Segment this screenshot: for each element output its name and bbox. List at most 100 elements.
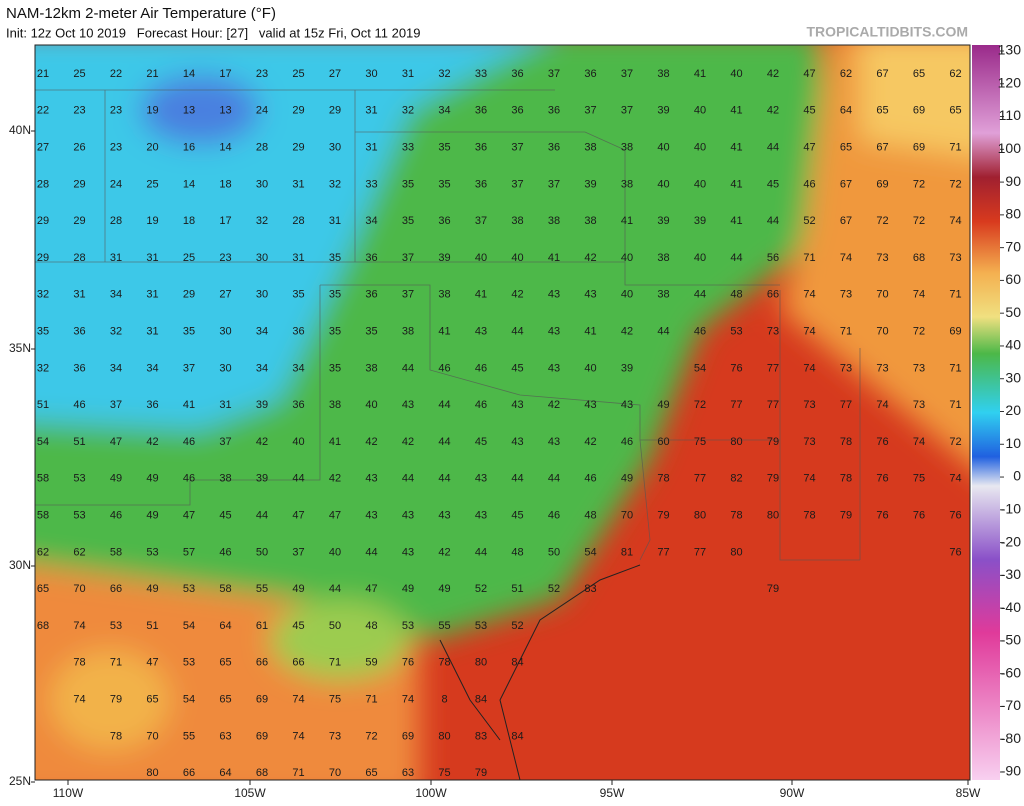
- temperature-value: 65: [219, 694, 231, 706]
- temperature-value: 43: [548, 436, 560, 448]
- temperature-value: 78: [438, 657, 450, 669]
- temperature-value: 72: [949, 178, 961, 190]
- temperature-value: 31: [146, 289, 158, 301]
- temperature-value: 47: [183, 510, 195, 522]
- temperature-value: 51: [73, 436, 85, 448]
- longitude-label: 95W: [600, 786, 625, 800]
- temperature-value: 46: [475, 362, 487, 374]
- temperature-value: 46: [73, 399, 85, 411]
- temperature-value: 37: [621, 68, 633, 80]
- colorbar-label: 20: [1005, 402, 1021, 418]
- temperature-value: 37: [402, 252, 414, 264]
- temperature-value: 32: [329, 178, 341, 190]
- temperature-value: 54: [183, 694, 195, 706]
- longitude-label: 110W: [53, 786, 84, 800]
- temperature-value: 34: [146, 362, 158, 374]
- temperature-value: 80: [730, 546, 742, 558]
- temperature-value: 67: [876, 68, 888, 80]
- temperature-value: 76: [876, 510, 888, 522]
- temperature-value: 13: [219, 105, 231, 117]
- temperature-value: 79: [110, 694, 122, 706]
- temperature-value: 42: [402, 436, 414, 448]
- temperature-value: 51: [146, 620, 158, 632]
- temperature-value: 63: [219, 730, 231, 742]
- temperature-value: 44: [767, 215, 779, 227]
- temperature-value: 49: [438, 583, 450, 595]
- temperature-value: 41: [730, 178, 742, 190]
- temperature-value: 41: [548, 252, 560, 264]
- temperature-value: 72: [913, 215, 925, 227]
- temperature-value: 31: [219, 399, 231, 411]
- temperature-value: 36: [548, 105, 560, 117]
- colorbar-label: -10: [1001, 501, 1021, 517]
- temperature-value: 39: [657, 105, 669, 117]
- temperature-value: 44: [475, 546, 487, 558]
- temperature-value: 39: [438, 252, 450, 264]
- temperature-value: 31: [402, 68, 414, 80]
- colorbar-label: 30: [1005, 369, 1021, 385]
- temperature-value: 28: [256, 142, 268, 154]
- temperature-value: 74: [402, 694, 414, 706]
- temperature-value: 68: [913, 252, 925, 264]
- temperature-value: 32: [402, 105, 414, 117]
- temperature-value: 67: [840, 215, 852, 227]
- temperature-value: 37: [584, 105, 596, 117]
- temperature-value: 23: [73, 105, 85, 117]
- temperature-value: 53: [73, 473, 85, 485]
- longitude-label: 90W: [780, 786, 805, 800]
- temperature-value: 52: [803, 215, 815, 227]
- temperature-value: 37: [183, 362, 195, 374]
- temperature-value: 25: [146, 178, 158, 190]
- temperature-value: 25: [73, 68, 85, 80]
- temperature-value: 77: [694, 546, 706, 558]
- temperature-value: 70: [73, 583, 85, 595]
- temperature-value: 43: [402, 546, 414, 558]
- temperature-value: 52: [511, 620, 523, 632]
- temperature-value: 40: [511, 252, 523, 264]
- temperature-value: 48: [511, 546, 523, 558]
- temperature-value: 40: [292, 436, 304, 448]
- temperature-value: 31: [365, 142, 377, 154]
- temperature-value: 18: [219, 178, 231, 190]
- temperature-value: 45: [511, 362, 523, 374]
- temperature-value: 43: [402, 399, 414, 411]
- temperature-value: 73: [876, 362, 888, 374]
- colorbar-label: -80: [1001, 730, 1021, 746]
- temperature-value: 37: [402, 289, 414, 301]
- temperature-value: 44: [511, 326, 523, 338]
- temperature-value: 26: [73, 142, 85, 154]
- temperature-value: 36: [146, 399, 158, 411]
- temperature-value: 71: [110, 657, 122, 669]
- temperature-value: 75: [329, 694, 341, 706]
- temperature-value: 32: [110, 326, 122, 338]
- temperature-value: 84: [511, 730, 523, 742]
- temperature-value: 73: [803, 436, 815, 448]
- temperature-value: 71: [329, 657, 341, 669]
- temperature-value: 71: [365, 694, 377, 706]
- temperature-value: 43: [548, 362, 560, 374]
- temperature-value: 41: [438, 326, 450, 338]
- temperature-value: 55: [438, 620, 450, 632]
- temperature-value: 73: [876, 252, 888, 264]
- temperature-value: 36: [511, 105, 523, 117]
- subtitle: Init: 12z Oct 10 2019 Forecast Hour: [27…: [6, 25, 421, 40]
- temperature-value: 41: [730, 215, 742, 227]
- temperature-value: 72: [876, 215, 888, 227]
- temperature-value: 29: [329, 105, 341, 117]
- temperature-value: 40: [657, 178, 669, 190]
- watermark: TROPICALTIDBITS.COM: [806, 24, 968, 40]
- temperature-value: 83: [584, 583, 596, 595]
- temperature-value: 77: [767, 362, 779, 374]
- temperature-value: 58: [37, 473, 49, 485]
- temperature-value: 38: [329, 399, 341, 411]
- temperature-value: 79: [767, 473, 779, 485]
- temperature-value: 34: [438, 105, 450, 117]
- temperature-value: 49: [146, 473, 158, 485]
- temperature-value: 79: [475, 767, 487, 779]
- temperature-value: 76: [913, 510, 925, 522]
- temperature-value: 42: [511, 289, 523, 301]
- temperature-value: 30: [256, 178, 268, 190]
- temperature-value: 42: [767, 68, 779, 80]
- temperature-value: 69: [949, 326, 961, 338]
- temperature-value: 46: [621, 436, 633, 448]
